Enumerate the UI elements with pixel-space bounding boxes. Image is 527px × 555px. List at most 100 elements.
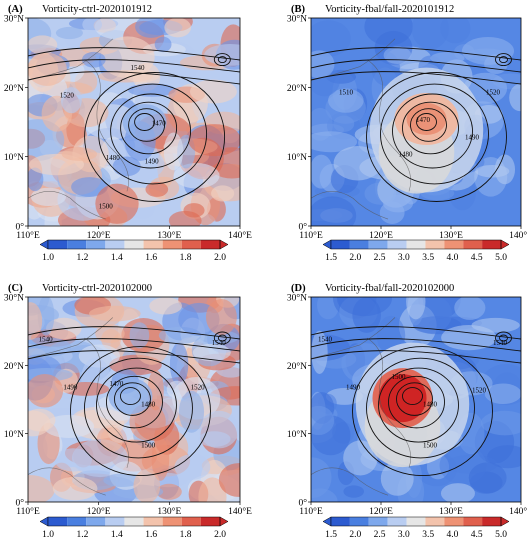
contour-label: 1540 [493, 339, 508, 347]
colorbar-segment [48, 240, 68, 249]
colorbar-tick-label: 1.5 [325, 253, 337, 263]
colorbar-tick-label: 4.0 [446, 530, 458, 540]
x-tick-label: 130°E [439, 506, 463, 517]
contour-label: 1540 [212, 339, 227, 347]
colorbar-tick-label: 2.0 [214, 530, 226, 540]
colorbar-tick-label: 2.5 [374, 530, 386, 540]
y-tick-label: 10°N [287, 152, 307, 163]
colorbar-segment [349, 517, 369, 526]
x-tick-label: 110°E [16, 506, 40, 517]
contour-label: 1500 [141, 441, 156, 449]
colorbar-segment [406, 517, 426, 526]
colorbar-segment [86, 517, 106, 526]
contour-label: 1490 [465, 133, 480, 141]
y-tick-label: 0° [15, 498, 24, 509]
vorticity-field: 1510 1520 1470 1480 1490 [311, 18, 521, 226]
colorbar-tick-label: 1.4 [111, 253, 123, 263]
x-tick-label: 120°E [87, 506, 111, 517]
contour-label: 1480 [399, 151, 414, 159]
colorbar-segment [482, 240, 501, 249]
x-tick-label: 130°E [439, 230, 463, 241]
colorbar-extend-high [500, 516, 510, 527]
colorbar-segment [406, 240, 426, 249]
contour-label: 1540 [131, 64, 146, 72]
colorbar-segment [105, 517, 125, 526]
colorbar-segment [387, 517, 407, 526]
map-frame [310, 296, 522, 503]
contour-label: 1470 [152, 119, 167, 127]
colorbar-extend-low [39, 516, 49, 527]
colorbar-tick-label: 1.0 [42, 253, 54, 263]
colorbar-tick-label: 2.0 [214, 253, 226, 263]
colorbar-tick-label: 1.2 [76, 530, 88, 540]
x-tick-label: 130°E [157, 230, 181, 241]
colorbar-tick-label: 1.4 [111, 530, 123, 540]
colorbar-tick-label: 3.0 [398, 253, 410, 263]
panel-tag: (B) [291, 4, 306, 15]
colorbar-segment [331, 240, 350, 249]
y-tick-label: 30°N [4, 293, 24, 304]
colorbar: 1.0 1.2 1.4 1.6 1.8 2.0 [39, 516, 229, 540]
colorbar-segment [425, 517, 445, 526]
panel-title: Vorticity-fbal/fall-2020102000 [325, 283, 454, 294]
contour-label: 1470 [109, 380, 124, 388]
colorbar-segment [444, 517, 464, 526]
vorticity-field: 1540 1520 1470 1480 1490 1500 [28, 18, 240, 226]
colorbar-segment [200, 240, 220, 249]
colorbar-segment [387, 240, 407, 249]
panel-c: 1540 1540 1490 1470 1480 1520 1500 (C) Vorticity… [4, 283, 252, 540]
x-tick-label: 110°E [16, 230, 40, 241]
contour-label: 1480 [141, 400, 156, 408]
x-tick-label: 120°E [87, 230, 111, 241]
colorbar-extend-low [322, 239, 332, 250]
panel-a: 1540 1520 1470 1480 1490 1500 (A) Vorticity-ctr… [4, 4, 252, 263]
map-frame [27, 17, 241, 227]
colorbar-segment [143, 240, 163, 249]
colorbar-segment [67, 240, 87, 249]
colorbar-tick-label: 3.0 [398, 530, 410, 540]
y-tick-label: 20°N [287, 83, 307, 94]
contour-label: 1490 [145, 158, 160, 166]
colorbar-tick-label: 1.8 [180, 530, 192, 540]
height-contours [28, 326, 240, 477]
colorbar-tick-label: 3.5 [422, 253, 434, 263]
vorticity-field: 1540 1540 1490 1470 1480 1520 1500 [28, 297, 240, 502]
coastline [28, 317, 129, 496]
panel-tag: (C) [8, 283, 23, 294]
x-tick-label: 120°E [369, 230, 393, 241]
colorbar-extend-high [500, 239, 510, 250]
contour-label: 1490 [63, 383, 78, 391]
x-tick-label: 140°E [509, 230, 527, 241]
colorbar-segment [331, 517, 350, 526]
x-tick-label: 140°E [228, 230, 252, 241]
panel-title: Vorticity-fbal/fall-2020101912 [325, 4, 454, 15]
colorbar-segment [482, 517, 501, 526]
colorbar-segment [124, 240, 144, 249]
colorbar-segment [368, 240, 388, 249]
height-contours [311, 47, 521, 202]
y-tick-label: 20°N [4, 83, 24, 94]
contour-label: 1470 [416, 116, 431, 124]
colorbar-tick-label: 5.0 [495, 253, 507, 263]
colorbar-extend-high [219, 516, 229, 527]
contour-label: 1500 [99, 203, 114, 211]
colorbar-tick-label: 4.5 [471, 253, 483, 263]
colorbar-tick-label: 2.0 [349, 530, 361, 540]
y-tick-label: 20°N [4, 361, 24, 372]
colorbar: 1.5 2.0 2.5 3.0 3.5 4.0 4.5 5.0 [322, 516, 510, 540]
panel-b: 1510 1520 1470 1480 1490 (B) Vorticity-fbal/fa… [287, 4, 527, 263]
coastline [311, 317, 412, 496]
colorbar-extend-low [39, 239, 49, 250]
colorbar-tick-label: 1.2 [76, 253, 88, 263]
x-tick-label: 140°E [228, 506, 252, 517]
panel-tag: (D) [291, 283, 306, 294]
vorticity-field: 1540 1540 1490 1500 1480 1520 1500 [311, 297, 521, 502]
colorbar-segment [444, 240, 464, 249]
colorbar-tick-label: 1.6 [145, 530, 157, 540]
contour-label: 1520 [60, 92, 75, 100]
contour-label: 1490 [346, 383, 361, 391]
colorbar-segment [162, 517, 182, 526]
colorbar-segment [425, 240, 445, 249]
